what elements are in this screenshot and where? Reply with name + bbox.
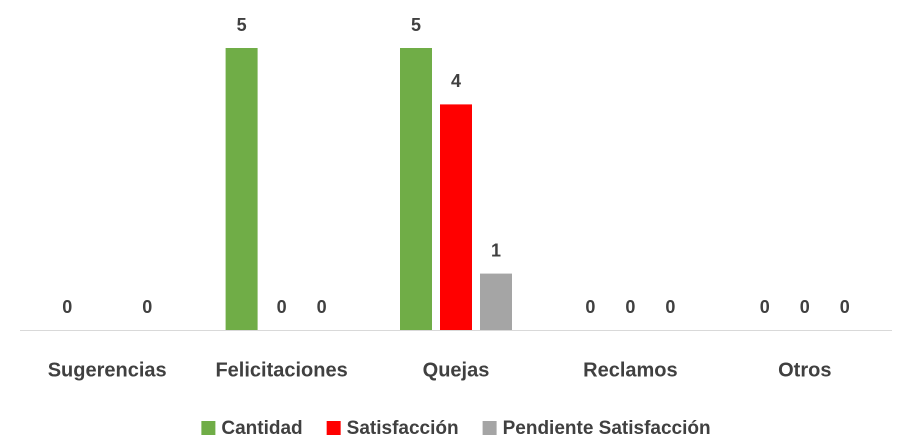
- data-label: 0: [760, 297, 770, 317]
- data-label: 1: [491, 240, 501, 260]
- bar: [440, 104, 472, 331]
- data-label: 0: [62, 297, 72, 317]
- bar: [400, 48, 432, 330]
- legend-swatch: [482, 421, 497, 435]
- x-tick-label: Sugerencias: [48, 359, 167, 381]
- legend-label: Satisfacción: [347, 418, 459, 439]
- data-label: 5: [237, 15, 247, 35]
- data-label: 0: [800, 297, 810, 317]
- x-tick-label: Reclamos: [583, 359, 678, 381]
- data-label: 0: [277, 297, 287, 317]
- data-label: 0: [665, 297, 675, 317]
- legend-swatch: [326, 421, 341, 435]
- legend-label: Pendiente Satisfacción: [503, 418, 711, 439]
- x-tick-label: Felicitaciones: [215, 359, 347, 381]
- legend-label: Cantidad: [221, 418, 302, 439]
- x-tick-label: Otros: [778, 359, 831, 381]
- data-label: 0: [585, 297, 595, 317]
- data-label: 0: [317, 297, 327, 317]
- bar: [225, 48, 258, 330]
- data-label: 0: [840, 297, 850, 317]
- data-label: 0: [625, 297, 635, 317]
- data-label: 5: [411, 15, 421, 35]
- legend-swatch: [201, 421, 216, 435]
- data-label: 4: [451, 71, 461, 91]
- x-tick-label: Quejas: [423, 359, 490, 381]
- data-label: 0: [142, 297, 152, 317]
- bar: [480, 273, 512, 330]
